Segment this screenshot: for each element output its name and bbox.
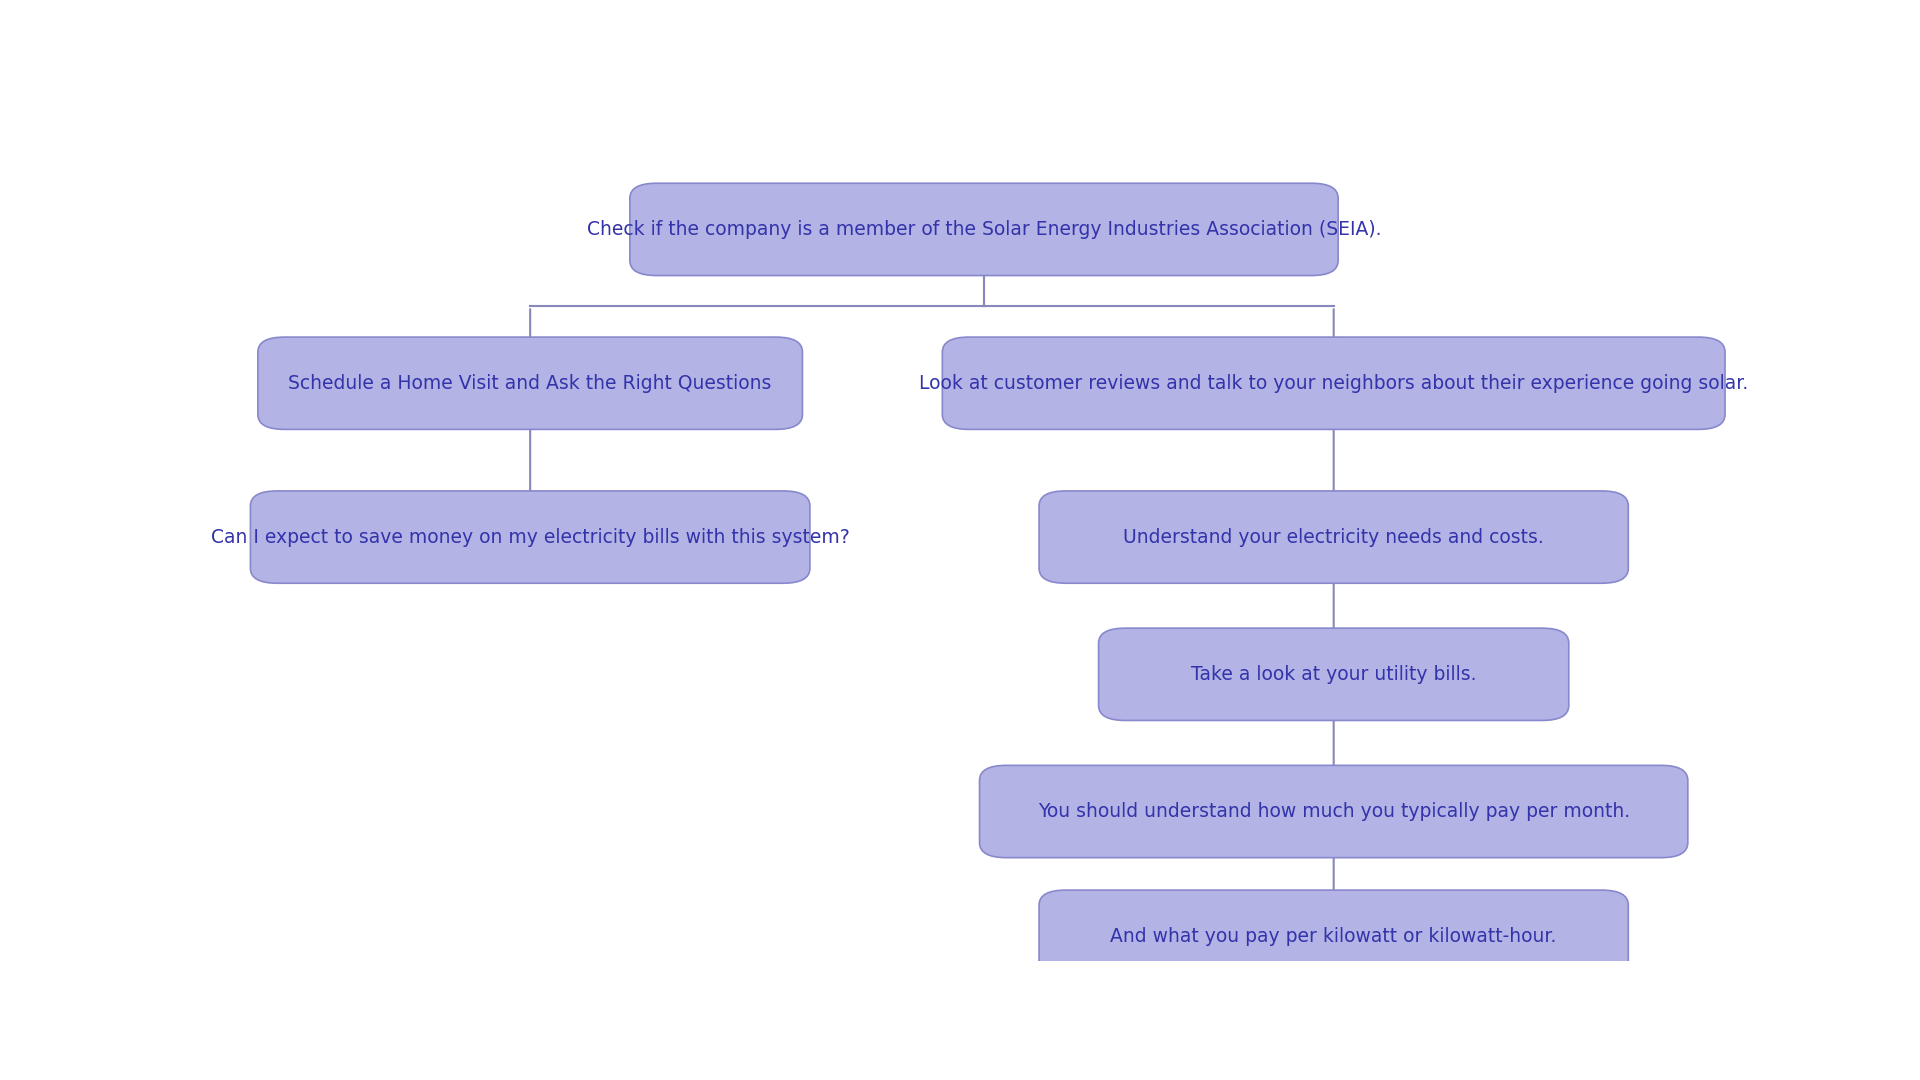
FancyBboxPatch shape	[979, 766, 1688, 858]
Text: Check if the company is a member of the Solar Energy Industries Association (SEI: Check if the company is a member of the …	[588, 220, 1380, 239]
Text: Understand your electricity needs and costs.: Understand your electricity needs and co…	[1123, 528, 1544, 546]
FancyBboxPatch shape	[943, 337, 1724, 430]
Text: And what you pay per kilowatt or kilowatt-hour.: And what you pay per kilowatt or kilowat…	[1110, 927, 1557, 946]
FancyBboxPatch shape	[630, 184, 1338, 275]
FancyBboxPatch shape	[1039, 890, 1628, 983]
FancyBboxPatch shape	[250, 491, 810, 583]
FancyBboxPatch shape	[1039, 491, 1628, 583]
FancyBboxPatch shape	[1098, 629, 1569, 720]
Text: Can I expect to save money on my electricity bills with this system?: Can I expect to save money on my electri…	[211, 528, 849, 546]
Text: Look at customer reviews and talk to your neighbors about their experience going: Look at customer reviews and talk to you…	[920, 374, 1749, 393]
Text: Take a look at your utility bills.: Take a look at your utility bills.	[1190, 665, 1476, 684]
Text: You should understand how much you typically pay per month.: You should understand how much you typic…	[1037, 802, 1630, 821]
Text: Schedule a Home Visit and Ask the Right Questions: Schedule a Home Visit and Ask the Right …	[288, 374, 772, 393]
FancyBboxPatch shape	[257, 337, 803, 430]
